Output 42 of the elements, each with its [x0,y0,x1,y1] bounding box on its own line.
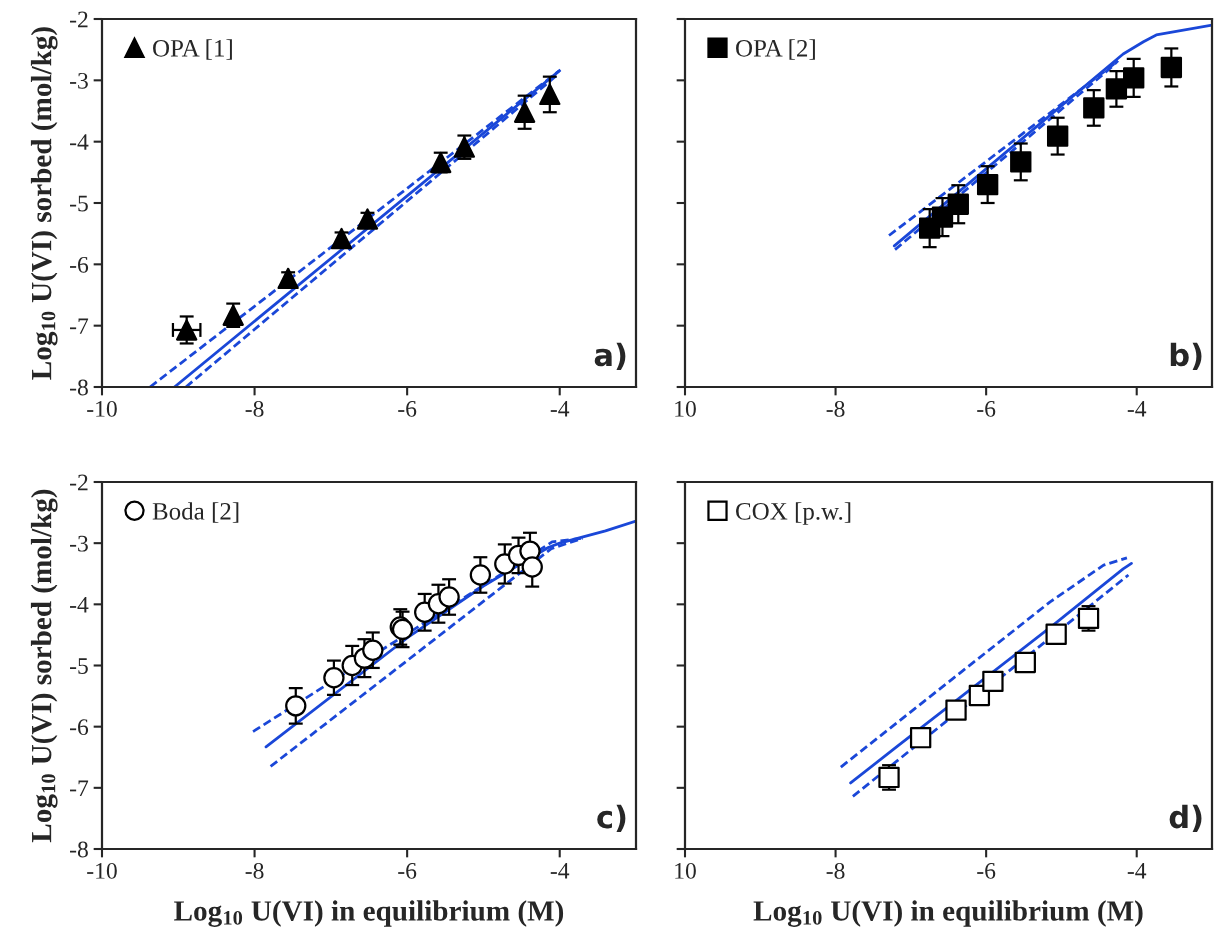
y-tick-label: -4 [70,134,89,150]
x-tick-label: -8 [245,862,264,879]
x-tick-label: -8 [826,400,845,417]
x-tick-label: -6 [977,862,996,879]
y-axis-title: Log$_{10}$ U(VI) sorbed (mol/kg) [30,27,58,380]
x-axis-title: Log$_{10}$ U(VI) in equilibrium (M) [174,900,564,927]
annotation: c) [597,804,626,832]
legend-label: Boda [2] [152,502,239,523]
legend-label: OPA [1] [153,39,232,60]
x-tick-label: -4 [1127,863,1147,879]
y-tick-label: -7 [70,780,89,797]
y-tick-label: -8 [70,841,88,858]
y-tick-label: -3 [70,72,88,89]
y-tick-label: -3 [70,535,88,552]
x-tick-label: -10 [87,400,117,417]
x-tick-label: -8 [245,400,264,417]
y-tick-label: -2 [70,474,88,491]
x-tick-label: -6 [398,400,417,417]
x-tick-label: -8 [826,862,845,879]
x-tick-label: -6 [977,400,996,417]
legend-label: COX [p.w.] [736,502,851,525]
y-axis-title: Log$_{10}$ U(VI) sorbed (mol/kg) [30,489,58,843]
y-tick-label: -5 [70,195,88,212]
legend-label: OPA [2] [736,39,815,60]
x-tick-label: -4 [1127,401,1147,417]
x-tick-label: -4 [550,401,570,417]
annotation: a) [594,342,626,370]
y-tick-label: -4 [70,596,89,613]
x-tick-label: 10 [675,862,696,879]
annotation: d) [1169,804,1202,832]
annotation: b) [1170,342,1202,370]
x-tick-label: 10 [675,400,696,417]
y-tick-label: -2 [70,11,88,28]
x-tick-label: -6 [398,862,417,879]
y-tick-label: -7 [70,318,89,334]
x-tick-label: -4 [550,863,570,879]
y-tick-label: -5 [70,658,88,674]
y-tick-label: -8 [70,379,88,396]
y-tick-label: -6 [70,256,89,273]
y-tick-label: -6 [70,719,89,736]
x-tick-label: -10 [87,862,117,879]
x-axis-title: Log$_{10}$ U(VI) in equilibrium (M) [753,900,1143,927]
